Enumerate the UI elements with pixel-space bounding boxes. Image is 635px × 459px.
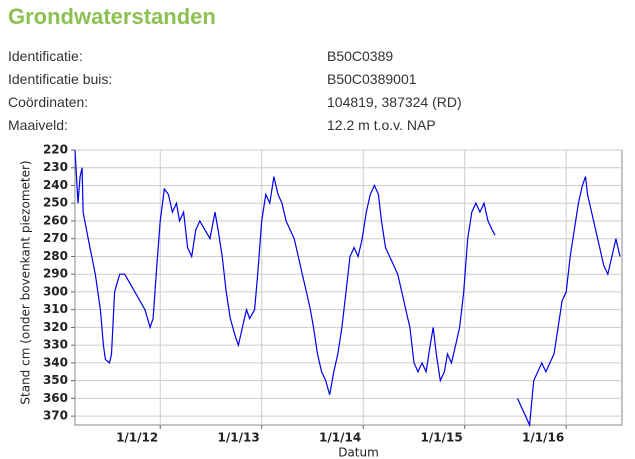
- y-tick-label: 340: [43, 355, 68, 369]
- y-tick-label: 240: [43, 178, 68, 192]
- info-value: B50C0389001: [327, 71, 417, 87]
- y-tick-label: 310: [43, 302, 68, 316]
- y-tick-label: 220: [43, 143, 68, 157]
- info-label: Identificatie:: [8, 48, 83, 64]
- y-tick-label: 230: [43, 160, 68, 174]
- info-label: Maaiveld:: [8, 117, 68, 133]
- y-tick-label: 350: [43, 373, 68, 387]
- y-tick-label: 360: [43, 391, 68, 405]
- y-tick-label: 290: [43, 267, 68, 281]
- info-value: 104819, 387324 (RD): [327, 94, 462, 110]
- x-axis-label: Datum: [338, 446, 379, 459]
- y-tick-label: 260: [43, 213, 68, 227]
- info-value: 12.2 m t.o.v. NAP: [327, 117, 436, 133]
- y-tick-label: 270: [43, 231, 68, 245]
- y-tick-label: 320: [43, 320, 68, 334]
- info-label: Coördinaten:: [8, 94, 89, 110]
- y-tick-label: 280: [43, 249, 68, 263]
- info-label: Identificatie buis:: [8, 71, 113, 87]
- y-tick-label: 300: [43, 284, 68, 298]
- x-tick-label: 1/1/12: [116, 431, 158, 445]
- y-tick-label: 250: [43, 196, 68, 210]
- x-tick-label: 1/1/14: [319, 431, 361, 445]
- page-title: Grondwaterstanden: [8, 4, 216, 29]
- x-tick-label: 1/1/15: [421, 431, 463, 445]
- x-tick-label: 1/1/16: [522, 431, 564, 445]
- data-line: [74, 149, 621, 428]
- x-tick-label: 1/1/13: [218, 431, 260, 445]
- y-tick-label: 330: [43, 338, 68, 352]
- y-axis-label: Stand cm (onder bovenkant piezometer): [19, 160, 33, 404]
- info-value: B50C0389: [327, 48, 394, 64]
- plot-area: [74, 149, 623, 426]
- y-tick-label: 370: [43, 409, 68, 423]
